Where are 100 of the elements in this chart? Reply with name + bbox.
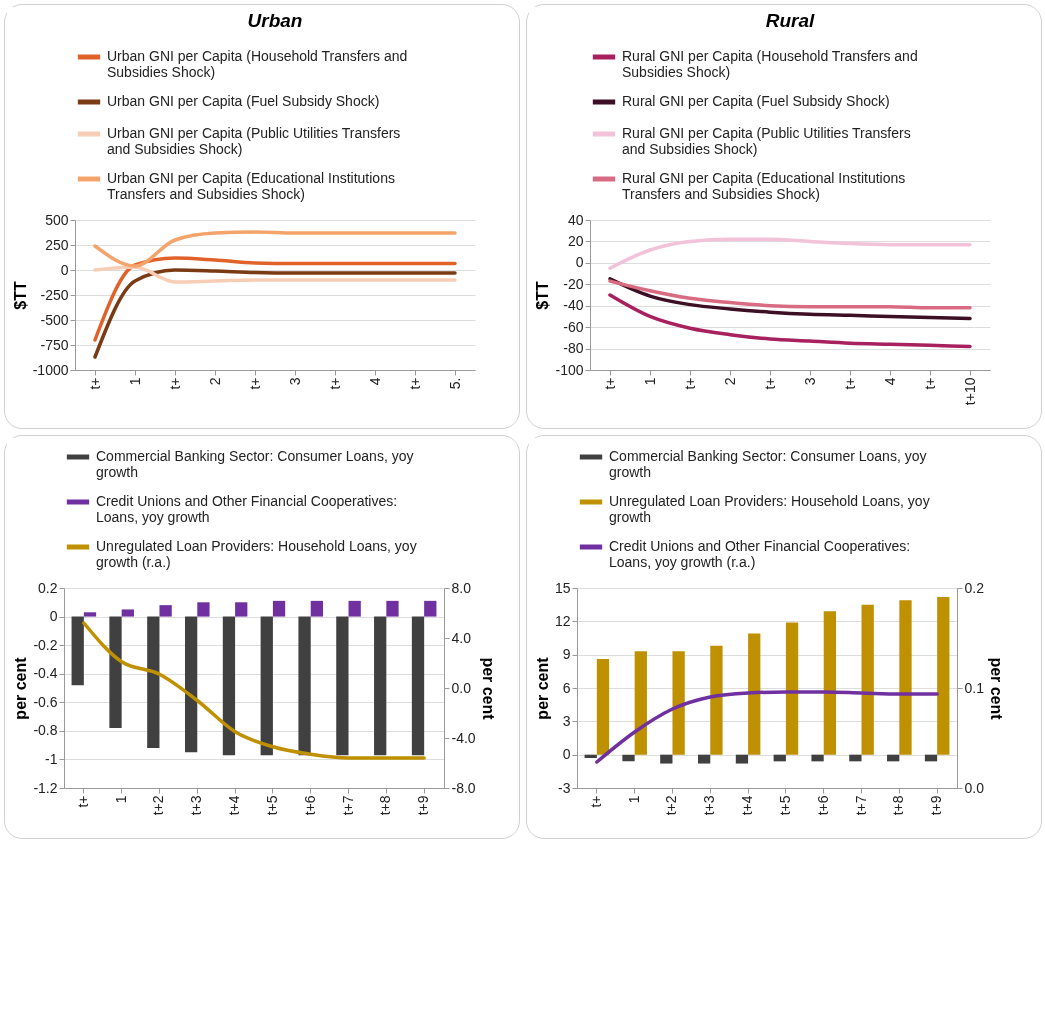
x-tick-label: t+7 xyxy=(339,795,356,816)
x-tick-label: t+3 xyxy=(188,795,205,816)
y-axis-title: $TT xyxy=(11,281,29,310)
y-tick-label: 0 xyxy=(562,746,571,763)
bar xyxy=(710,645,723,755)
legend-label: Rural GNI per Capita (Educational Institutions Transfers and Subsidies Shock) xyxy=(622,170,906,202)
bar xyxy=(336,616,349,756)
x-tick-label: t+5 xyxy=(263,795,280,816)
y2-tick-label: 4.0 xyxy=(451,629,472,646)
x-tick-label: t+ xyxy=(601,377,618,390)
y-tick-label: -750 xyxy=(40,336,69,353)
y-tick-label: 0 xyxy=(575,254,584,271)
bar xyxy=(411,616,425,756)
bar xyxy=(698,754,711,764)
line-series xyxy=(93,230,457,268)
bar xyxy=(109,616,122,728)
line-series xyxy=(608,279,972,310)
y2-tick-label: 0.2 xyxy=(964,579,985,596)
bar xyxy=(861,604,874,755)
x-tick-label: t+5 xyxy=(776,795,793,816)
x-tick-label: t+ xyxy=(86,377,103,390)
legend-label: Commercial Banking Sector: Consumer Loans, yoy growth xyxy=(609,448,927,480)
bar xyxy=(811,754,824,762)
y-axis-title: $TT xyxy=(534,281,552,310)
x-tick-label: t+ xyxy=(166,377,183,390)
y-tick-label: 500 xyxy=(45,211,69,228)
y-tick-label: -60 xyxy=(563,318,584,335)
x-tick-label: t+ xyxy=(406,377,423,390)
bar xyxy=(735,754,749,764)
x-tick-label: t+6 xyxy=(301,795,318,816)
y-tick-label: -0.8 xyxy=(33,722,58,739)
bar xyxy=(660,754,673,764)
bar xyxy=(185,616,198,753)
x-tick-label: t+9 xyxy=(928,795,945,816)
y-axis-title: per cent xyxy=(533,656,551,720)
y-tick-label: 250 xyxy=(45,236,69,253)
bar xyxy=(849,754,862,762)
bar xyxy=(121,609,134,617)
legend-label: Urban GNI per Capita (Fuel Subsidy Shock) xyxy=(107,93,380,109)
bar xyxy=(823,611,836,755)
legend-label: Credit Unions and Other Financial Cooperatives: Loans, yoy growth (r.a.) xyxy=(609,538,911,570)
x-tick-label: t+7 xyxy=(852,795,869,816)
y-tick-label: -1.2 xyxy=(33,779,58,796)
x-tick-label: 2 xyxy=(721,377,738,386)
y2-axis-title: per cent xyxy=(987,657,1005,721)
bar xyxy=(310,600,323,617)
legend-label: Rural GNI per Capita (Fuel Subsidy Shock) xyxy=(622,93,890,109)
x-tick-label: t+9 xyxy=(415,795,432,816)
bar xyxy=(159,605,172,617)
legend-label: Rural GNI per Capita (Household Transfers and Subsidies Shock) xyxy=(622,48,918,80)
y-tick-label: 15 xyxy=(554,579,571,596)
line-series xyxy=(608,237,972,270)
x-tick-label: t+2 xyxy=(663,795,680,816)
legend-label: Unregulated Loan Providers: Household Loans, yoy growth xyxy=(609,493,930,525)
bar xyxy=(298,616,311,756)
bar xyxy=(672,651,685,755)
line-series xyxy=(608,277,972,321)
bar xyxy=(386,600,399,617)
y-tick-label: -80 xyxy=(563,340,584,357)
y-tick-label: -1000 xyxy=(32,361,69,378)
bar xyxy=(272,600,286,617)
x-tick-label: t+ xyxy=(74,795,91,808)
y-tick-label: 12 xyxy=(554,612,571,629)
x-tick-label: t+ xyxy=(841,377,858,390)
y-tick-label: -20 xyxy=(563,275,584,292)
y-tick-label: -3 xyxy=(558,779,571,796)
bar xyxy=(785,622,799,755)
bar xyxy=(348,600,361,617)
x-tick-label: t+ xyxy=(761,377,778,390)
chart-title: Urban xyxy=(247,10,303,31)
bar xyxy=(634,651,647,755)
chart-title: Rural xyxy=(765,10,815,31)
y-tick-label: 0 xyxy=(49,608,58,625)
y2-tick-label: -4.0 xyxy=(451,729,476,746)
y2-tick-label: 8.0 xyxy=(451,579,472,596)
bar xyxy=(596,659,610,755)
bar xyxy=(937,596,950,755)
y-tick-label: 0.2 xyxy=(38,579,58,596)
x-tick-label: 3 xyxy=(801,377,818,386)
y2-tick-label: -8.0 xyxy=(451,779,476,796)
bar xyxy=(424,600,437,617)
y-tick-label: -0.6 xyxy=(33,693,58,710)
legend-label: Rural GNI per Capita (Public Utilities Transfers and Subsidies Shock) xyxy=(622,125,911,157)
bar xyxy=(748,633,761,755)
line-series xyxy=(93,268,457,359)
bar xyxy=(235,602,248,617)
x-tick-label: t+ xyxy=(326,377,343,390)
bar xyxy=(374,616,387,756)
x-tick-label: 1 xyxy=(641,377,658,386)
x-tick-label: 2 xyxy=(206,377,223,386)
y2-tick-label: 0.1 xyxy=(964,679,985,696)
x-tick-label: t+2 xyxy=(150,795,167,816)
y-tick-label: -250 xyxy=(40,286,69,303)
x-tick-label: 4 xyxy=(366,377,383,386)
bar xyxy=(260,616,273,756)
x-tick-label: 5. xyxy=(446,377,463,390)
y-tick-label: 9 xyxy=(562,646,571,663)
bar xyxy=(899,600,912,755)
bar xyxy=(222,616,236,756)
x-tick-label: t+8 xyxy=(890,795,907,816)
